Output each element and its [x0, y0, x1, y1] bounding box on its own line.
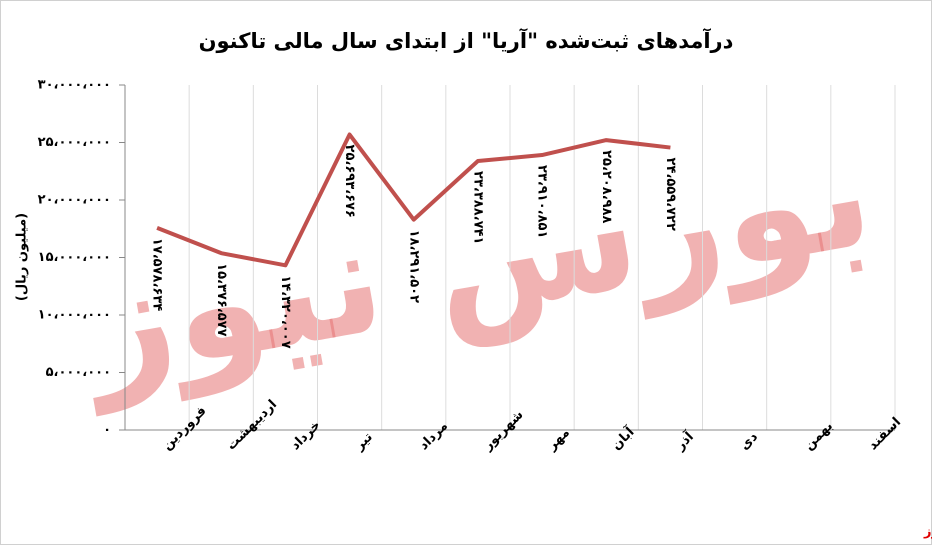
value-label: ۱۸،۲۹۱،۵۰۲: [406, 230, 421, 303]
y-tick-label: ۵،۰۰۰،۰۰۰: [46, 365, 111, 380]
y-tick-label: ۲۵،۰۰۰،۰۰۰: [38, 135, 111, 150]
value-label: ۱۴،۳۲۰،۰۰۷: [278, 275, 293, 348]
y-tick-label: ۳۰،۰۰۰،۰۰۰: [38, 78, 111, 93]
value-label: ۲۴،۵۵۹،۷۲۲: [663, 158, 678, 231]
value-label: ۲۵،۲۰۸،۹۸۸: [599, 150, 614, 223]
value-label: ۱۷،۵۷۸،۶۳۴: [150, 238, 165, 311]
value-label: ۲۳،۳۸۸،۷۴۱: [470, 171, 485, 244]
value-label: ۱۵،۳۷۶،۵۷۷: [214, 263, 229, 336]
y-tick-label: ۰: [103, 423, 111, 438]
chart-title: درآمدهای ثبت‌شده "آریا" از ابتدای سال ما…: [199, 28, 734, 53]
y-tick-label: ۲۰،۰۰۰،۰۰۰: [38, 193, 111, 208]
value-label: ۲۵،۶۹۳،۶۷۶: [342, 145, 357, 218]
value-label: ۲۳،۹۱۰،۸۵۱: [535, 165, 550, 238]
y-tick-label: ۱۵،۰۰۰،۰۰۰: [38, 250, 111, 265]
source: بورس نیوز: [923, 525, 932, 540]
series-line: [156, 132, 671, 268]
y-axis-label: (میلیون ریال): [15, 213, 30, 301]
y-tick-label: ۱۰،۰۰۰،۰۰۰: [38, 308, 111, 323]
